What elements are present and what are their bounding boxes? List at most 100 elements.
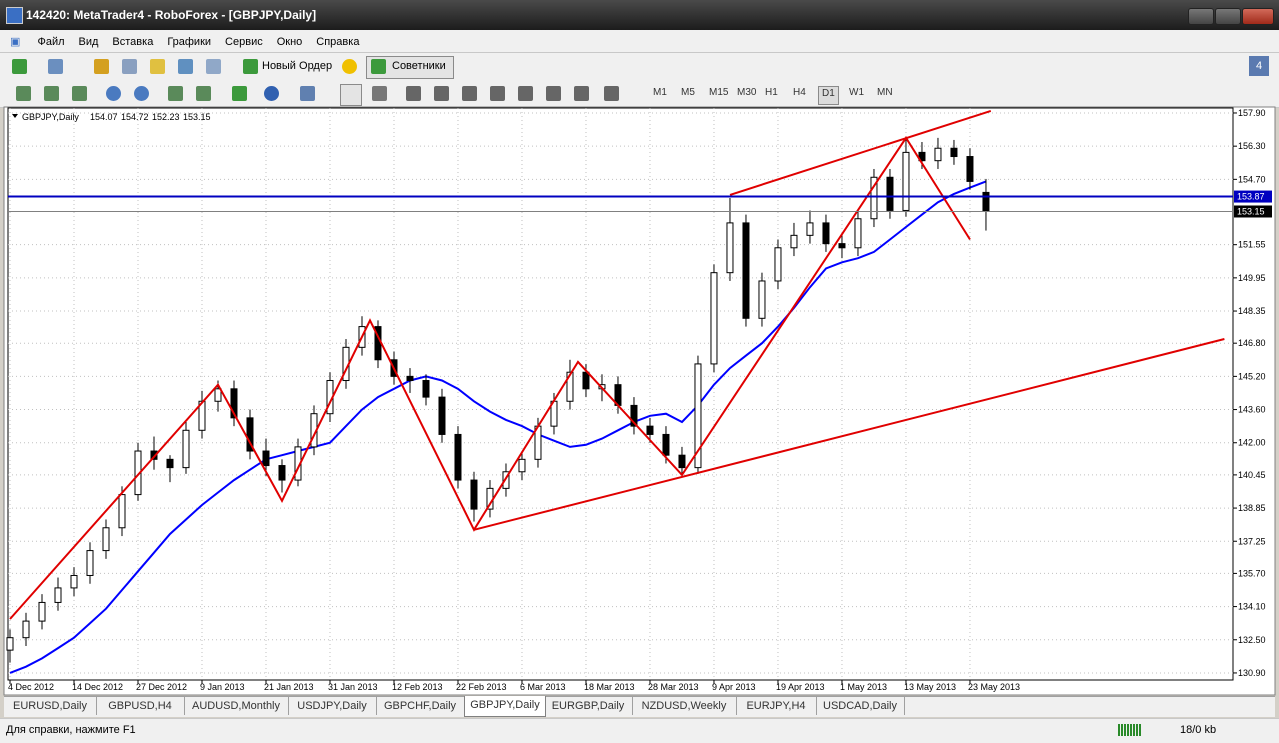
candle-body xyxy=(246,417,254,452)
trend-line xyxy=(729,109,992,196)
candle-body xyxy=(838,243,846,249)
menu-item[interactable]: Вставка xyxy=(112,36,154,48)
candle-body xyxy=(406,375,414,382)
bar-chart-button[interactable] xyxy=(16,86,31,101)
autoscroll-button[interactable] xyxy=(168,86,183,101)
candle-body xyxy=(950,147,958,158)
candle-body xyxy=(518,458,526,473)
candle-body xyxy=(934,147,942,162)
candle-body xyxy=(742,222,750,319)
tester-button[interactable] xyxy=(206,59,221,74)
title-bar: 142420: MetaTrader4 - RoboForex - [GBPJP… xyxy=(0,0,1279,30)
chart-tab[interactable]: GBPUSD,H4 xyxy=(96,697,185,715)
vline-button[interactable] xyxy=(406,86,421,101)
timeframe-button[interactable]: D1 xyxy=(818,86,839,105)
timeframe-button[interactable]: H1 xyxy=(765,87,778,98)
timeframe-button[interactable]: M5 xyxy=(681,87,695,98)
y-tick-label: 148.35 xyxy=(1238,306,1266,316)
candle-body xyxy=(710,272,718,365)
candle-body xyxy=(182,429,190,469)
minimize-button[interactable] xyxy=(1188,8,1214,25)
trendline-button[interactable] xyxy=(462,86,477,101)
chart-tab[interactable]: USDCAD,Daily xyxy=(816,697,905,715)
arrows-button[interactable] xyxy=(604,86,619,101)
candle-body xyxy=(646,425,654,435)
hline-price-box xyxy=(1234,190,1272,203)
menu-item[interactable]: Сервис xyxy=(225,36,263,48)
new-chart-button[interactable] xyxy=(12,59,27,74)
hline-button[interactable] xyxy=(434,86,449,101)
candle-chart-button[interactable] xyxy=(44,86,59,101)
fibo-button[interactable] xyxy=(518,86,533,101)
candle-body xyxy=(678,454,686,469)
chart-tab[interactable]: GBPJPY,Daily xyxy=(464,696,546,717)
timeframe-button[interactable]: MN xyxy=(877,87,893,98)
text-button[interactable] xyxy=(546,86,561,101)
candle-body xyxy=(470,479,478,510)
candle-body xyxy=(6,637,14,651)
candle-body xyxy=(902,151,910,211)
menu-item[interactable]: Вид xyxy=(78,36,99,48)
chart-tabs: EURUSD,Daily GBPUSD,H4 AUDUSD,Monthly USDJP… xyxy=(4,696,1275,717)
chart-tab[interactable]: NZDUSD,Weekly xyxy=(632,697,737,715)
candle-body xyxy=(630,404,638,427)
chart-tab[interactable]: AUDUSD,Monthly xyxy=(184,697,289,715)
candle-body xyxy=(214,388,222,402)
chart-tab[interactable]: EURUSD,Daily xyxy=(4,697,97,715)
chart-tab[interactable]: EURJPY,H4 xyxy=(736,697,817,715)
market-watch-button[interactable] xyxy=(94,59,109,74)
metaeditor-button[interactable] xyxy=(342,59,357,74)
x-tick-label: 28 Mar 2013 xyxy=(648,682,699,692)
timeframe-button[interactable]: H4 xyxy=(793,87,806,98)
candle-body xyxy=(662,433,670,456)
timeframe-button[interactable]: M1 xyxy=(653,87,667,98)
candle-body xyxy=(774,247,782,282)
status-traffic: 18/0 kb xyxy=(1180,724,1217,736)
x-tick-label: 14 Dec 2012 xyxy=(72,682,123,692)
favorites-button[interactable] xyxy=(150,59,165,74)
y-tick-label: 145.20 xyxy=(1238,371,1266,381)
timeframe-button[interactable]: W1 xyxy=(849,87,864,98)
candle-body xyxy=(54,587,62,603)
chart-tab[interactable]: USDJPY,Daily xyxy=(288,697,377,715)
chart-symbol: GBPJPY,Daily xyxy=(22,112,79,122)
periods-button[interactable] xyxy=(264,86,279,101)
crosshair-button[interactable] xyxy=(372,86,387,101)
x-tick-label: 18 Mar 2013 xyxy=(584,682,635,692)
profiles-button[interactable] xyxy=(48,59,63,74)
close-button[interactable] xyxy=(1242,8,1274,25)
candle-body xyxy=(118,494,126,529)
experts-toggle[interactable] xyxy=(366,56,454,79)
maximize-button[interactable] xyxy=(1215,8,1241,25)
zoom-in-button[interactable] xyxy=(106,86,121,101)
timeframe-button[interactable]: M30 xyxy=(737,87,757,98)
y-tick-label: 149.95 xyxy=(1238,273,1266,283)
terminal-button[interactable] xyxy=(178,59,193,74)
menu-item[interactable]: Графики xyxy=(167,36,212,48)
cursor-button[interactable] xyxy=(340,84,362,106)
navigator-button[interactable] xyxy=(122,59,137,74)
timeframe-button[interactable]: M15 xyxy=(709,87,729,98)
channel-button[interactable] xyxy=(490,86,505,101)
zoom-out-button[interactable] xyxy=(134,86,149,101)
chart-shift-button[interactable] xyxy=(196,86,211,101)
new-order-button[interactable]: Новый Ордер xyxy=(262,60,333,72)
menu-item[interactable]: Справка xyxy=(316,36,360,48)
label-button[interactable] xyxy=(574,86,589,101)
candle-body xyxy=(438,396,446,435)
line-chart-button[interactable] xyxy=(72,86,87,101)
y-tick-label: 151.55 xyxy=(1238,240,1266,250)
news-button[interactable]: 4 xyxy=(1249,56,1269,76)
indicators-button[interactable] xyxy=(232,86,247,101)
y-tick-label: 130.90 xyxy=(1238,668,1266,678)
candle-body xyxy=(966,156,974,182)
menu-item[interactable]: Файл xyxy=(37,36,65,48)
hline-price-label: 153.87 xyxy=(1237,192,1265,202)
templates-button[interactable] xyxy=(300,86,315,101)
candle-body xyxy=(790,234,798,249)
menu-item[interactable]: Окно xyxy=(276,36,303,48)
app-icon xyxy=(6,7,23,24)
chart-tab[interactable]: EURGBP,Daily xyxy=(544,697,633,715)
x-tick-label: 22 Feb 2013 xyxy=(456,682,507,692)
